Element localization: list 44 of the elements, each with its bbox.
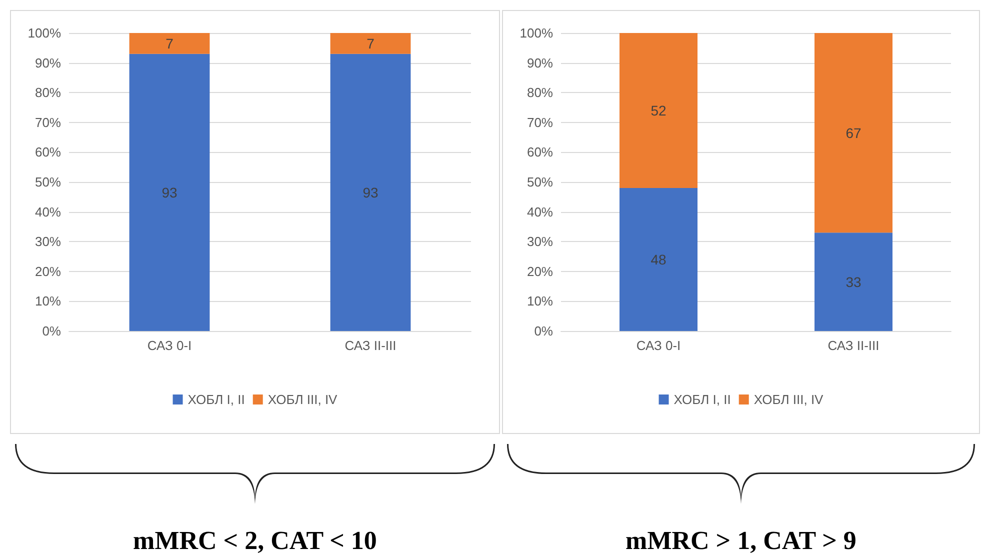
legend-label: ХОБЛ I, II	[188, 392, 245, 407]
y-tick-label: 80%	[526, 85, 554, 100]
x-tick-label: САЗ 0-I	[147, 338, 192, 353]
y-tick-label: 30%	[526, 234, 554, 250]
y-tick-label: 90%	[526, 55, 554, 70]
y-tick-label: 50%	[34, 174, 62, 190]
y-tick-label: 0%	[42, 324, 62, 338]
y-tick-label: 10%	[526, 294, 554, 309]
y-tick-label: 20%	[526, 264, 554, 279]
y-tick-label: 40%	[34, 204, 62, 220]
y-tick-label: 90%	[34, 55, 62, 70]
legend-label: ХОБЛ I, II	[674, 392, 731, 407]
data-label: 52	[650, 102, 666, 118]
data-label: 67	[846, 124, 862, 141]
data-label: 93	[362, 184, 378, 200]
x-tick-label: САЗ II-III	[828, 338, 880, 353]
y-tick-label: 20%	[34, 264, 62, 279]
bar	[814, 232, 892, 331]
x-tick-label: САЗ II-III	[344, 338, 396, 353]
data-label: 7	[366, 35, 375, 52]
y-tick-label: 70%	[34, 114, 62, 130]
data-label: 93	[162, 184, 178, 200]
y-tick-label: 60%	[526, 144, 554, 160]
y-tick-label: 100%	[520, 26, 554, 40]
data-label: 7	[166, 35, 174, 52]
y-tick-label: 30%	[34, 234, 62, 250]
bar	[620, 188, 698, 331]
bar	[814, 33, 892, 233]
text: mMRC < 2, CAT < 10	[132, 526, 378, 556]
y-tick-label: 60%	[34, 144, 62, 160]
data-label: 48	[650, 251, 666, 268]
y-tick-label: 80%	[34, 85, 62, 100]
data-label: 33	[846, 274, 862, 290]
x-tick-label: САЗ 0-I	[636, 338, 681, 353]
y-tick-label: 70%	[526, 114, 554, 130]
y-tick-label: 10%	[34, 294, 62, 309]
y-tick-label: 50%	[526, 174, 554, 190]
text: mMRC > 1, CAT > 9	[624, 526, 858, 556]
y-tick-label: 100%	[28, 26, 62, 40]
y-tick-label: 40%	[526, 204, 554, 220]
y-tick-label: 0%	[534, 324, 554, 338]
bar	[620, 33, 698, 188]
legend-label: ХОБЛ III, IV	[754, 392, 824, 407]
legend-label: ХОБЛ III, IV	[268, 392, 338, 407]
